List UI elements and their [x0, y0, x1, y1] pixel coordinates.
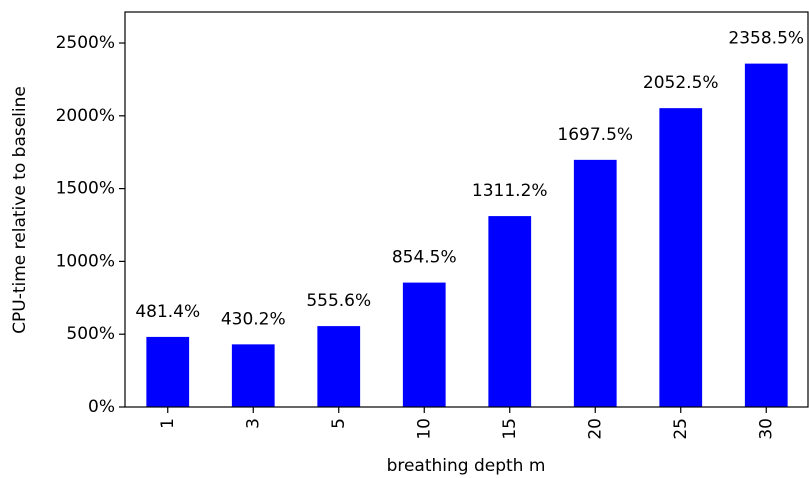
bar	[317, 326, 361, 407]
data-label: 2052.5%	[643, 73, 719, 93]
bar	[231, 344, 275, 407]
y-axis-label: CPU-time relative to baseline	[10, 86, 30, 334]
y-tick-label: 0%	[88, 397, 115, 417]
bar	[146, 336, 190, 407]
data-label: 1311.2%	[472, 181, 548, 201]
data-label: 481.4%	[135, 302, 200, 322]
x-axis-label: breathing depth m	[387, 456, 546, 476]
bar	[402, 282, 446, 407]
x-tick-label: 20	[585, 418, 605, 440]
y-tick-label: 1000%	[56, 251, 115, 271]
bar	[744, 63, 788, 408]
y-tick-label: 1500%	[56, 179, 115, 199]
x-tick-label: 3	[243, 418, 263, 429]
y-tick-label: 2500%	[56, 33, 115, 53]
plot-frame	[124, 11, 809, 408]
data-label: 555.6%	[306, 291, 371, 311]
data-label: 2358.5%	[728, 29, 804, 49]
x-tick-label: 10	[414, 418, 434, 440]
bar	[659, 108, 703, 407]
data-label: 854.5%	[392, 248, 457, 268]
y-tick-label: 2000%	[56, 106, 115, 126]
x-tick-label: 15	[500, 418, 520, 440]
bar	[573, 159, 617, 407]
bar	[488, 216, 532, 407]
x-tick-label: 1	[158, 418, 178, 429]
x-tick-label: 30	[756, 418, 776, 440]
y-tick-label: 500%	[66, 324, 115, 344]
data-label: 430.2%	[221, 309, 286, 329]
x-tick-label: 25	[671, 418, 691, 440]
x-tick-label: 5	[329, 418, 349, 429]
data-label: 1697.5%	[557, 125, 633, 145]
